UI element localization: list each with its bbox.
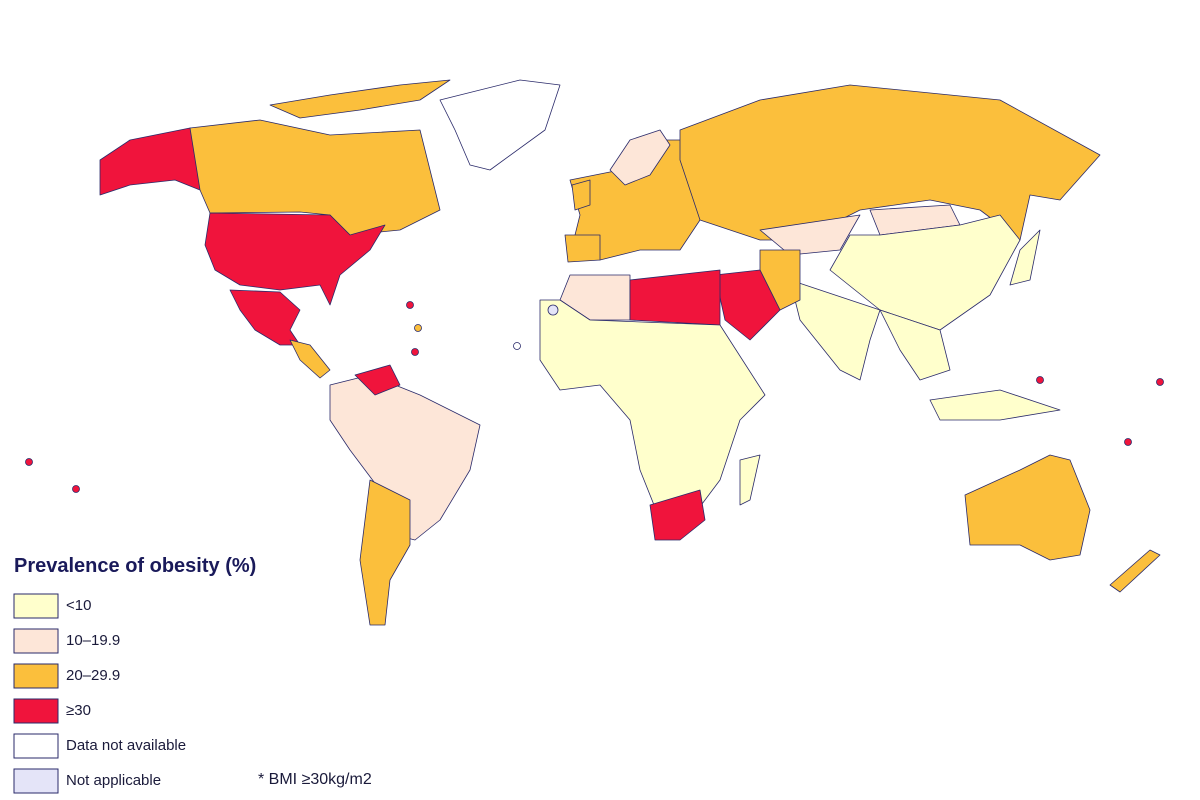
- mexico: [229, 289, 301, 346]
- iran: [759, 249, 801, 311]
- island: [513, 342, 521, 350]
- japan: [1009, 229, 1041, 286]
- uk: [571, 179, 591, 211]
- legend: <10 10–19.9 20–29.9 ≥30 Data not available No…: [13, 593, 186, 794]
- south-africa: [649, 489, 706, 541]
- island: [1156, 378, 1164, 386]
- footnote: * BMI ≥30kg/m2: [258, 771, 372, 788]
- world-map: [25, 79, 1164, 626]
- legend-title: Prevalence of obesity (%): [14, 555, 256, 577]
- island: [1036, 376, 1044, 384]
- southeast-asia: [879, 309, 951, 381]
- legend-label: Not applicable: [66, 772, 161, 789]
- madagascar: [739, 454, 761, 506]
- legend-swatch: [13, 733, 59, 759]
- island: [411, 348, 419, 356]
- usa: [204, 212, 386, 306]
- legend-swatch: [13, 663, 59, 689]
- island: [1124, 438, 1132, 446]
- legend-swatch: [13, 698, 59, 724]
- legend-label: 20–29.9: [66, 667, 120, 684]
- indonesia: [929, 389, 1061, 421]
- australia: [964, 454, 1091, 561]
- iberia: [564, 234, 601, 263]
- greenland: [439, 79, 561, 171]
- kazakhstan: [759, 214, 861, 256]
- legend-label: 10–19.9: [66, 632, 120, 649]
- island: [414, 324, 422, 332]
- territory: [547, 304, 559, 316]
- nordic: [609, 129, 671, 186]
- north-africa-west: [559, 274, 631, 321]
- canada-islands: [269, 79, 451, 119]
- sub-saharan-africa: [539, 299, 766, 521]
- arabia: [714, 269, 781, 341]
- island: [25, 458, 33, 466]
- china: [829, 214, 1021, 331]
- venezuela: [354, 364, 401, 396]
- legend-label: Data not available: [66, 737, 186, 754]
- legend-swatch: [13, 768, 59, 794]
- legend-label: <10: [66, 597, 91, 614]
- legend-swatch: [13, 628, 59, 654]
- island: [406, 301, 414, 309]
- argentina-chile: [359, 479, 411, 626]
- legend-label: ≥30: [66, 702, 91, 719]
- legend-swatch: [13, 593, 59, 619]
- libya-egypt: [629, 269, 721, 326]
- new-zealand: [1109, 549, 1161, 593]
- central-america: [289, 339, 331, 379]
- island: [72, 485, 80, 493]
- south-america: [329, 374, 481, 541]
